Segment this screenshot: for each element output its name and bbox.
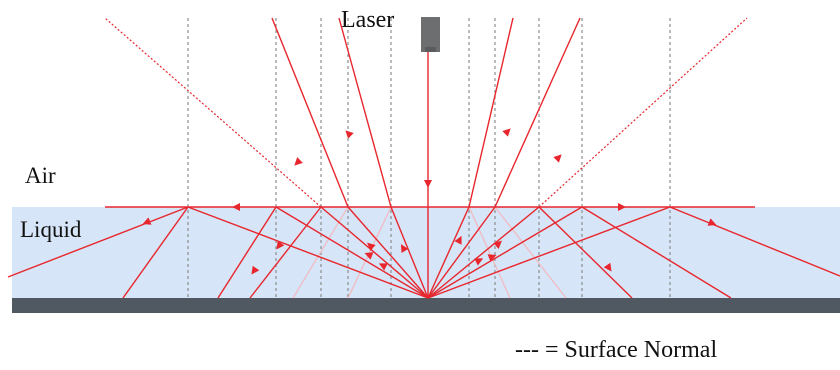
surface-normals	[187, 18, 671, 298]
liquid-label: Liquid	[20, 217, 82, 242]
dotted-ray-1	[104, 17, 322, 208]
ray-22	[468, 17, 514, 208]
ray-6	[347, 206, 429, 299]
ray-14	[122, 206, 189, 299]
ray-10	[427, 206, 540, 299]
laser-emitter-tip	[425, 47, 436, 52]
ray-15	[217, 206, 277, 299]
ray-11	[427, 206, 583, 299]
ray-7	[390, 206, 429, 299]
ray-13	[7, 206, 189, 278]
faded-ray-4	[494, 206, 567, 299]
ray-9	[427, 206, 496, 299]
ray-12	[427, 206, 671, 299]
ray-5	[320, 206, 429, 299]
ray-17	[538, 206, 633, 299]
ray-16	[249, 206, 322, 299]
faded-ray-3	[468, 206, 511, 299]
ray-8	[427, 206, 470, 299]
ray-19	[669, 206, 840, 277]
ray-arrow-7	[502, 128, 511, 137]
ray-arrow-4	[294, 157, 303, 166]
ray-arrow-6	[345, 130, 354, 139]
laser-rays	[7, 17, 840, 299]
ray-18	[581, 206, 732, 299]
surface-normal-legend: --- = Surface Normal	[515, 337, 718, 363]
dotted-ray-2	[538, 17, 748, 208]
ray-23	[494, 17, 581, 208]
ray-3	[187, 206, 429, 299]
ray-arrow-5	[553, 154, 562, 163]
ray-21	[338, 17, 392, 208]
ray-4	[275, 206, 429, 299]
substrate	[12, 298, 840, 313]
laser-emitter-body	[421, 17, 440, 52]
ray-20	[271, 17, 349, 208]
liquid-layer	[12, 207, 840, 298]
air-label: Air	[25, 163, 56, 188]
laser-emitter-icon	[421, 17, 440, 52]
laser-label: Laser	[341, 7, 395, 33]
